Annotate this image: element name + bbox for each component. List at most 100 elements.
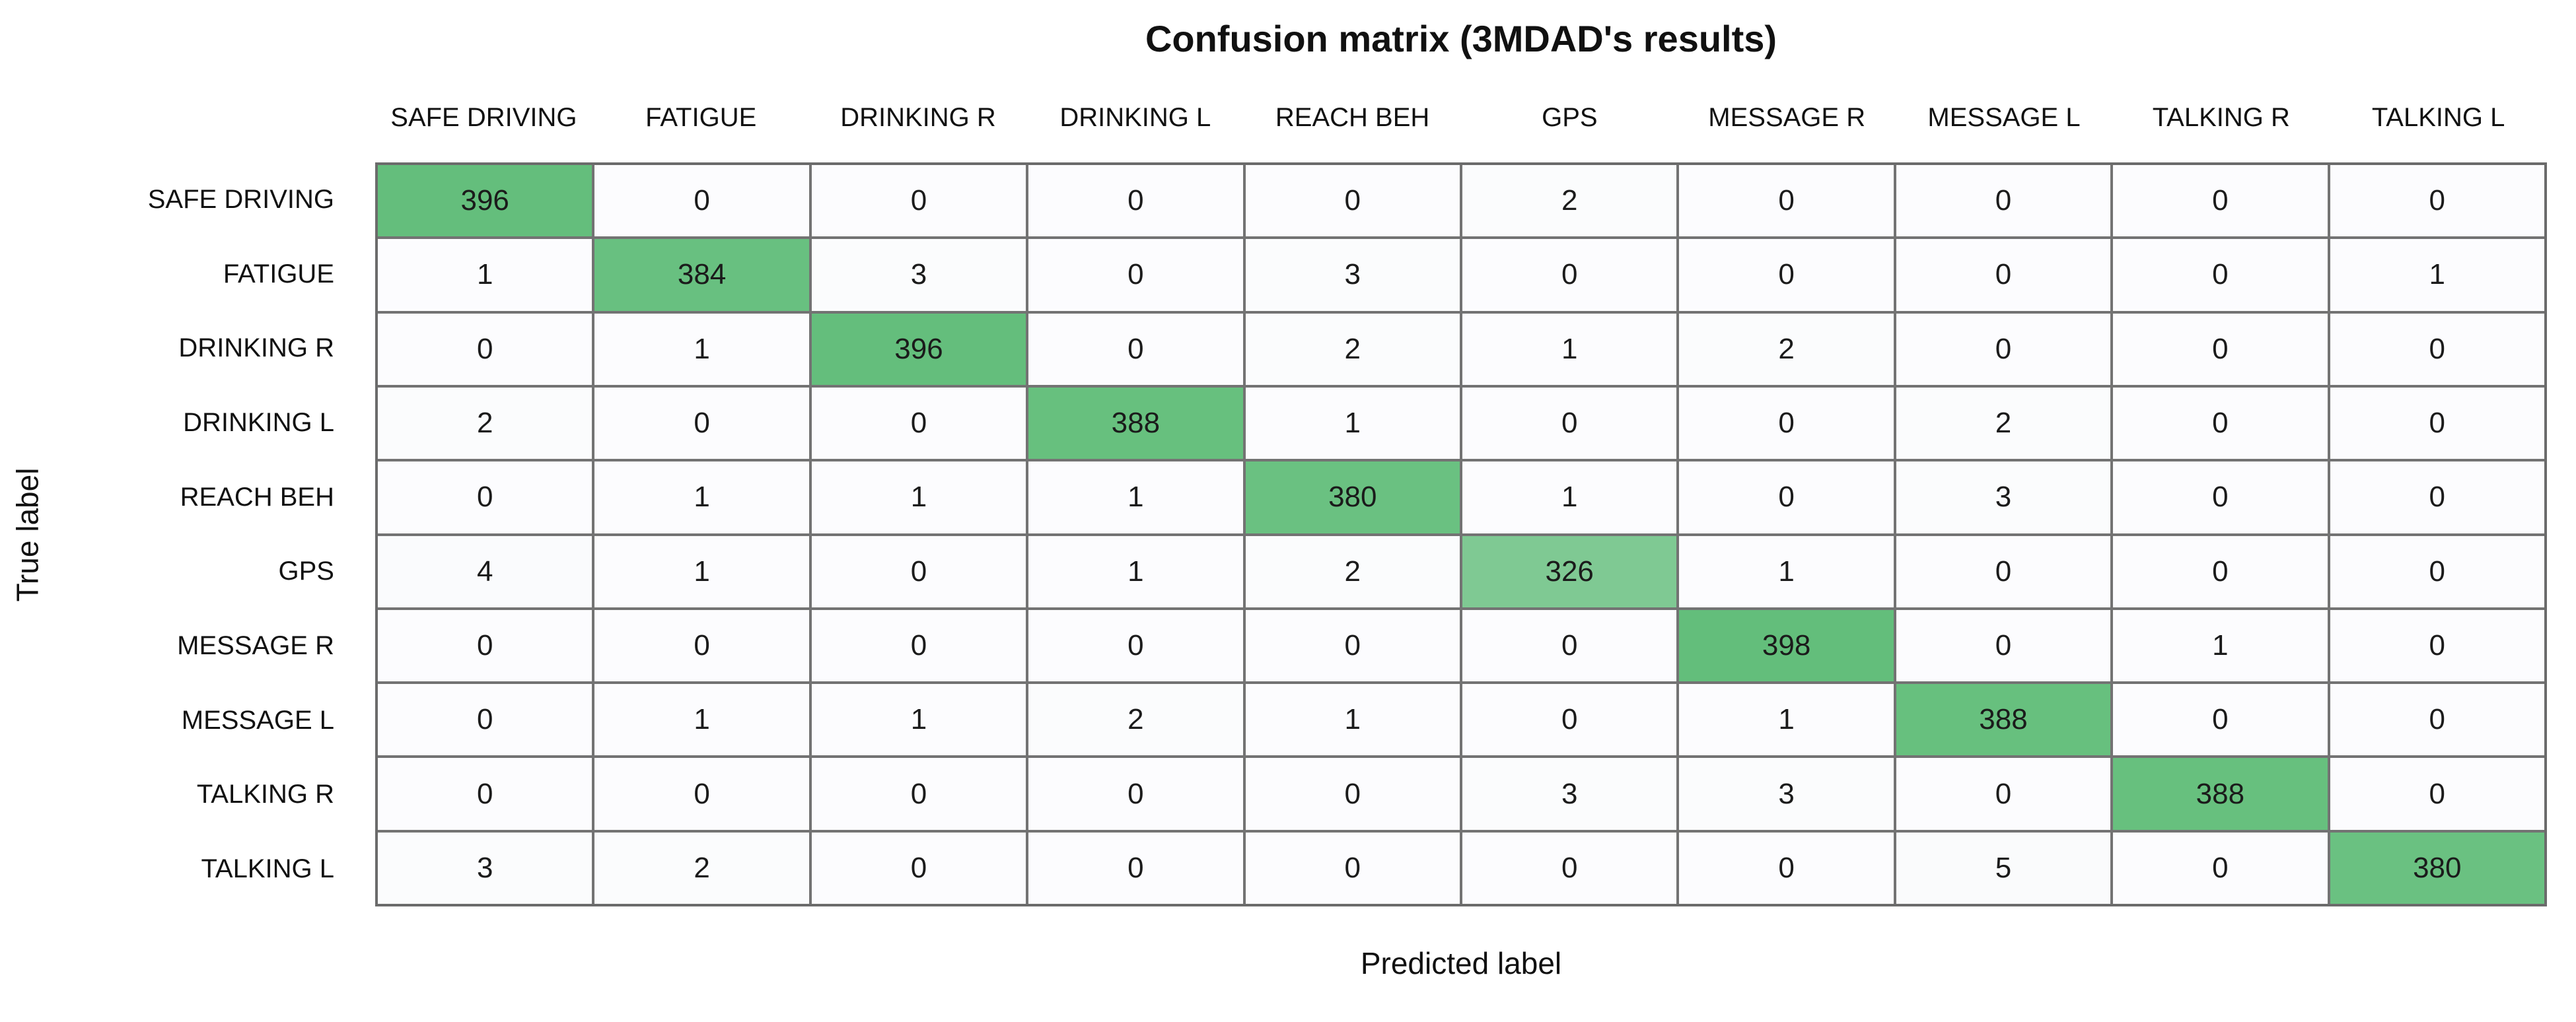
row-label: TALKING R [196,780,334,809]
row-label: FATIGUE [223,259,334,289]
y-axis-label-container: True label [4,162,50,906]
matrix-cell: 2 [1028,684,1243,756]
matrix-cell: 380 [1245,461,1460,533]
x-axis-label: Predicted label [1360,946,1562,980]
matrix-cell: 0 [1896,609,2111,682]
matrix-cell: 326 [1462,535,1677,607]
matrix-cell: 0 [2330,684,2544,756]
matrix-cell: 0 [1245,758,1460,830]
matrix-cell: 1 [1679,535,1894,607]
heatmap-grid: 396 0 0 0 0 2 0 0 0 0 1 384 3 0 3 0 0 0 0 1 0 1 396 0 2 1 2 0 0 0 2 0 0 3… [375,162,2547,906]
matrix-cell: 2 [594,832,809,904]
matrix-cell: 1 [2113,609,2328,682]
matrix-cell: 0 [1896,758,2111,830]
matrix-cell: 0 [2113,832,2328,904]
matrix-cell: 0 [1679,239,1894,311]
matrix-cell: 0 [1245,832,1460,904]
matrix-cell: 2 [1462,165,1677,237]
matrix-cell: 0 [1679,832,1894,904]
matrix-cell: 1 [811,684,1026,756]
row-label: GPS [278,557,334,586]
matrix-cell: 0 [1028,758,1243,830]
row-label: DRINKING L [183,407,334,437]
matrix-cell: 0 [1028,609,1243,682]
matrix-cell: 0 [2330,313,2544,385]
matrix-cell: 1 [1245,387,1460,460]
matrix-cell: 1 [811,461,1026,533]
matrix-cell: 396 [811,313,1026,385]
matrix-cell: 1 [378,239,592,311]
column-headers-row: SAFE DRIVING FATIGUE DRINKING R DRINKING L R… [375,91,2547,144]
matrix-cell: 0 [1245,165,1460,237]
matrix-cell: 380 [2330,832,2544,904]
row-label: REACH BEH [180,482,334,512]
matrix-cell: 3 [1245,239,1460,311]
matrix-cell: 388 [1028,387,1243,460]
matrix-cell: 0 [811,387,1026,460]
matrix-cell: 2 [378,387,592,460]
matrix-cell: 0 [811,535,1026,607]
matrix-cell: 1 [1462,461,1677,533]
matrix-cell: 0 [1896,239,2111,311]
column-header: MESSAGE L [1927,102,2081,132]
column-header: DRINKING R [840,102,996,132]
matrix-cell: 1 [594,535,809,607]
matrix-cell: 0 [1462,684,1677,756]
matrix-cell: 3 [1679,758,1894,830]
matrix-cell: 0 [2330,609,2544,682]
matrix-cell: 0 [2113,387,2328,460]
matrix-cell: 0 [811,609,1026,682]
matrix-cell: 1 [594,461,809,533]
row-label: SAFE DRIVING [147,184,334,214]
matrix-cell: 0 [811,832,1026,904]
chart-title: Confusion matrix (3MDAD's results) [1145,18,1777,59]
matrix-cell: 384 [594,239,809,311]
matrix-cell: 0 [1679,165,1894,237]
matrix-cell: 0 [1896,535,2111,607]
row-label: MESSAGE R [177,631,334,661]
row-label: DRINKING R [178,333,334,363]
matrix-cell: 2 [1245,313,1460,385]
matrix-cell: 0 [378,313,592,385]
matrix-cell: 0 [811,165,1026,237]
matrix-cell: 388 [1896,684,2111,756]
matrix-cell: 3 [1896,461,2111,533]
column-header: DRINKING L [1059,102,1211,132]
matrix-cell: 0 [378,609,592,682]
matrix-cell: 0 [594,387,809,460]
column-header: REACH BEH [1275,102,1430,132]
matrix-cell: 0 [2330,461,2544,533]
matrix-cell: 1 [1679,684,1894,756]
matrix-cell: 1 [1028,535,1243,607]
matrix-cell: 5 [1896,832,2111,904]
matrix-cell: 2 [1896,387,2111,460]
matrix-cell: 0 [1679,387,1894,460]
matrix-cell: 1 [2330,239,2544,311]
row-label: MESSAGE L [181,705,334,735]
matrix-cell: 1 [1462,313,1677,385]
y-axis-label: True label [10,467,45,601]
column-header: SAFE DRIVING [390,102,577,132]
matrix-cell: 0 [2113,461,2328,533]
matrix-cell: 0 [811,758,1026,830]
matrix-cell: 398 [1679,609,1894,682]
matrix-cell: 0 [594,758,809,830]
matrix-cell: 0 [594,609,809,682]
matrix-cell: 0 [378,461,592,533]
matrix-cell: 0 [1028,239,1243,311]
matrix-cell: 0 [1462,239,1677,311]
matrix-cell: 0 [594,165,809,237]
matrix-cell: 0 [2113,684,2328,756]
matrix-cell: 0 [2330,535,2544,607]
matrix-cell: 0 [1462,387,1677,460]
matrix-cell: 2 [1245,535,1460,607]
matrix-cell: 0 [2113,313,2328,385]
matrix-cell: 0 [1028,165,1243,237]
matrix-cell: 0 [2113,535,2328,607]
matrix-cell: 0 [1679,461,1894,533]
column-header: FATIGUE [645,102,757,132]
column-header: MESSAGE R [1708,102,1866,132]
matrix-cell: 1 [594,684,809,756]
matrix-cell: 2 [1679,313,1894,385]
